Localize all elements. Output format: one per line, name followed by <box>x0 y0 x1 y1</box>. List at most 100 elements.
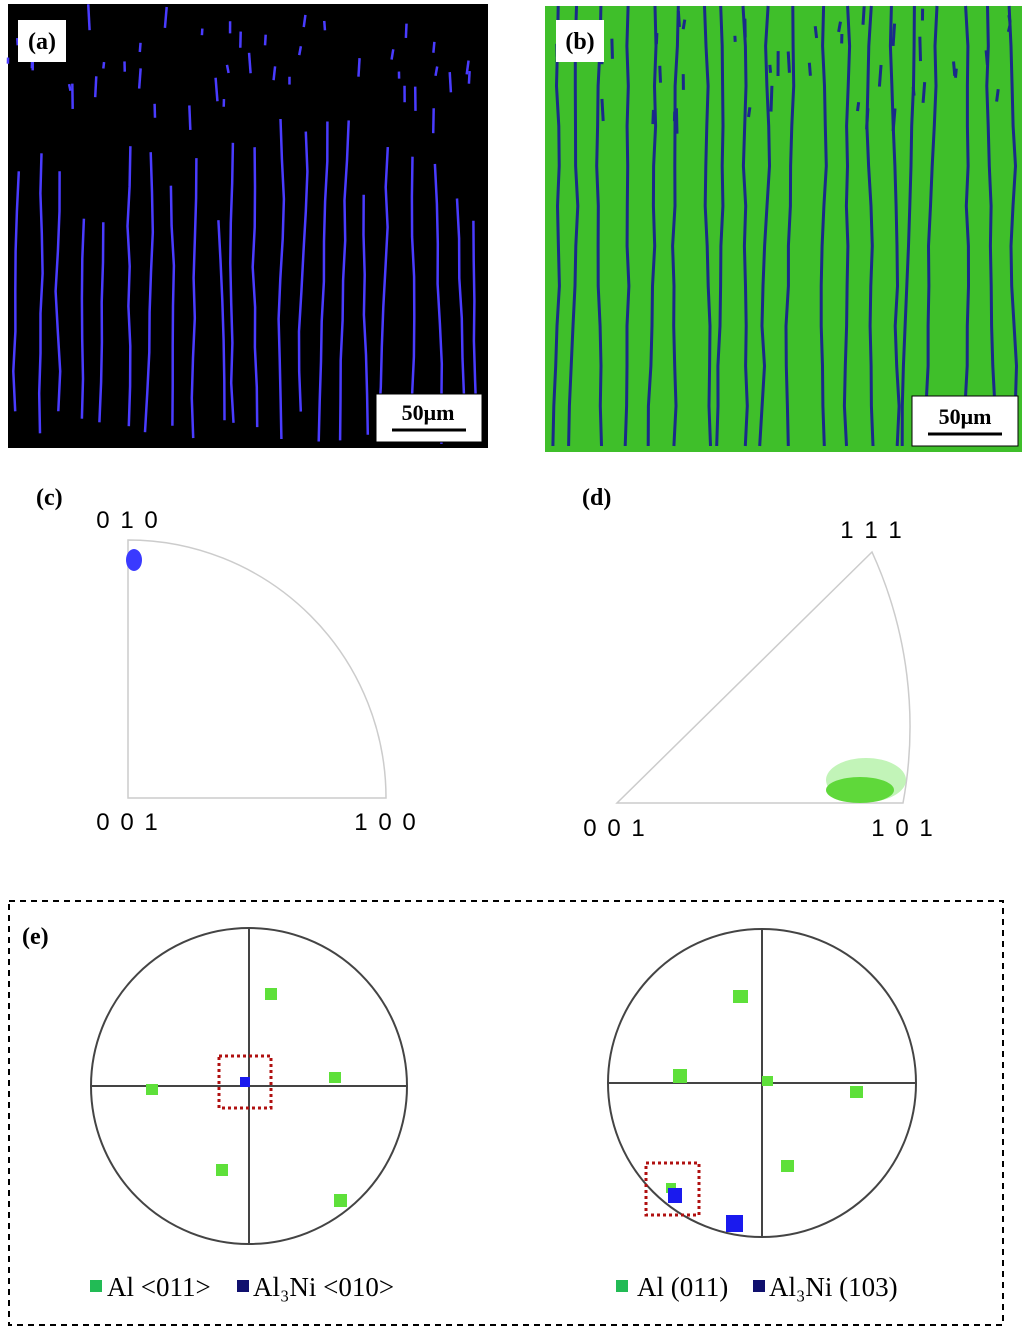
pole-label: 1 0 0 <box>354 809 417 836</box>
lamella-fragment <box>214 77 219 102</box>
lamella <box>595 5 603 447</box>
lamella-fragment <box>786 51 791 73</box>
lamella-fragment <box>651 109 655 125</box>
lamella <box>715 5 725 447</box>
lamella-fragment <box>984 50 989 65</box>
label-box <box>18 20 66 62</box>
lamella-fragment <box>188 105 192 131</box>
lamella-fragment <box>674 108 679 134</box>
lamella-fragment <box>225 64 230 74</box>
lamella <box>900 5 916 447</box>
al3ni-pole <box>240 1077 250 1087</box>
legend-swatch <box>753 1280 765 1292</box>
lamella <box>297 131 309 412</box>
lamella-fragment <box>877 64 883 87</box>
lamella-fragment <box>891 108 897 132</box>
lamella <box>842 5 852 447</box>
lamella <box>54 171 62 412</box>
lamella-fragment <box>137 68 142 89</box>
lamella <box>671 5 680 447</box>
lamella-fragment <box>86 4 91 31</box>
lamella <box>865 5 875 447</box>
panel-label: (d) <box>582 485 611 511</box>
lamella-fragment <box>856 101 861 112</box>
lamella <box>623 5 631 447</box>
lamella-fragment <box>807 62 812 76</box>
lamella <box>12 171 21 412</box>
micrograph-a <box>8 4 488 448</box>
legend-entry: Al₃Ni (103) <box>769 1272 898 1302</box>
lamella-fragment <box>1006 25 1012 33</box>
orientation-cluster <box>126 549 142 571</box>
pole-label: 0 0 1 <box>96 809 159 836</box>
poles-left <box>146 988 347 1207</box>
lamella-fragment <box>676 11 681 28</box>
pole-label: 1 1 1 <box>840 517 903 544</box>
lamella-fragment <box>404 23 408 39</box>
panel-e-frame <box>8 900 1004 1326</box>
lamella-fragment <box>921 82 927 103</box>
lamella-fragment <box>837 21 842 33</box>
lamella <box>169 185 176 426</box>
micrograph-b <box>545 6 1022 452</box>
lamella-fragment <box>93 76 98 98</box>
lamella <box>758 5 772 447</box>
lamella-fragment <box>272 66 277 81</box>
lamella <box>1007 5 1019 447</box>
lamella-fragment <box>610 38 614 59</box>
lamella <box>217 220 226 421</box>
lamella-fragment <box>654 33 659 45</box>
lamella-fragment <box>263 34 267 46</box>
lamella-fragment <box>448 72 453 93</box>
lamella <box>338 120 350 441</box>
scale-box <box>911 395 1019 447</box>
lamella-fragment <box>918 36 922 62</box>
lamella-fragment <box>434 66 439 77</box>
lamella-fragment <box>600 98 605 122</box>
micrograph-a-lamellae <box>6 4 478 444</box>
lamella-fragment <box>467 70 471 84</box>
lamella <box>741 5 749 447</box>
lamella-fragment <box>357 58 361 77</box>
lamella <box>819 5 828 447</box>
lamella-fragment <box>102 61 106 69</box>
lamella <box>703 5 712 447</box>
legend-entry: Al (011) <box>637 1272 728 1302</box>
legend-swatch <box>237 1280 249 1292</box>
lamella-fragment <box>302 14 307 28</box>
al3ni-poles <box>668 1188 743 1232</box>
lamella <box>229 142 235 423</box>
legend-swatch <box>90 1280 102 1292</box>
lamella <box>251 147 259 428</box>
lamella <box>985 5 998 447</box>
lamella <box>551 5 561 447</box>
lamella <box>924 5 939 447</box>
scale-bar-label: 50μm <box>939 404 992 429</box>
pole-label: 0 1 0 <box>96 507 159 534</box>
lamella <box>37 153 44 434</box>
lamella-fragment <box>390 49 395 60</box>
lamella <box>567 5 580 447</box>
lamella-fragment <box>952 61 957 77</box>
inverse-pole-figure <box>615 550 911 804</box>
lamella <box>784 5 796 447</box>
lamella-fragment <box>768 64 773 73</box>
lamella-fragment <box>323 20 327 31</box>
panel-label: (e) <box>22 924 49 950</box>
lamella <box>143 152 155 433</box>
lamella <box>362 194 370 435</box>
lamella <box>472 220 478 421</box>
lamella-fragment <box>865 108 870 130</box>
lamella <box>377 147 390 428</box>
legend-entry: Al₃Ni <010> <box>253 1272 394 1302</box>
lamella-fragment <box>911 86 916 96</box>
legend-entry: Al <011> <box>107 1272 211 1302</box>
orientation-cluster <box>826 777 894 803</box>
label-box <box>556 20 604 62</box>
lamella <box>888 5 901 447</box>
inverse-pole-figure <box>127 539 387 799</box>
lamella-fragment <box>769 85 774 112</box>
lamella-fragment <box>432 41 436 53</box>
panel-label: (b) <box>565 29 594 55</box>
